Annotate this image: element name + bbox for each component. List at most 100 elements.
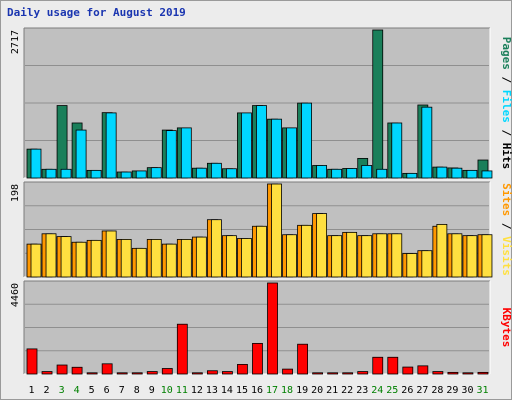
- bar-visits-day-20: [316, 213, 328, 278]
- bar-visits-day-5: [90, 239, 102, 278]
- x-tick-label-day-5: 5: [89, 385, 95, 396]
- bar-kbytes-day-7: [116, 372, 128, 375]
- x-tick-label-day-11: 11: [176, 385, 188, 396]
- bar-files-day-5: [90, 169, 102, 179]
- x-tick-label-day-25: 25: [386, 385, 398, 396]
- bar-kbytes-day-3: [56, 364, 68, 375]
- bar-visits-day-27: [421, 250, 433, 278]
- x-tick-label-day-16: 16: [251, 385, 263, 396]
- bar-kbytes-day-27: [417, 365, 429, 375]
- bar-kbytes-day-22: [342, 372, 354, 375]
- legend-2: Sites / Visits: [500, 183, 512, 276]
- bar-kbytes-day-4: [71, 366, 83, 375]
- bar-visits-day-2: [45, 233, 57, 278]
- x-tick-label-day-7: 7: [119, 385, 125, 396]
- x-tick-label-day-29: 29: [446, 385, 458, 396]
- x-tick-label-day-8: 8: [134, 385, 140, 396]
- bar-files-day-19: [301, 102, 312, 179]
- bar-kbytes-day-9: [146, 371, 158, 375]
- bar-files-day-4: [75, 129, 87, 179]
- bar-files-day-24: [376, 168, 388, 179]
- bar-files-day-14: [226, 168, 237, 179]
- bar-visits-day-15: [241, 238, 252, 278]
- bar-files-day-27: [421, 106, 433, 179]
- bar-files-day-25: [391, 122, 403, 179]
- bar-visits-day-8: [135, 247, 147, 278]
- x-tick-label-day-22: 22: [341, 385, 353, 396]
- bar-kbytes-day-2: [41, 371, 53, 375]
- x-tick-label-day-6: 6: [104, 385, 110, 396]
- bar-kbytes-day-6: [101, 363, 113, 375]
- bar-pages-day-24: [372, 29, 384, 179]
- bar-visits-day-23: [361, 235, 373, 278]
- bar-visits-day-28: [436, 223, 448, 278]
- bar-kbytes-day-19: [297, 343, 308, 375]
- bar-files-day-15: [241, 112, 252, 179]
- legend-files: Files: [500, 90, 512, 123]
- bar-visits-day-6: [105, 230, 117, 278]
- bar-visits-day-11: [180, 239, 192, 278]
- bar-files-day-2: [45, 168, 57, 179]
- bar-files-day-18: [286, 127, 297, 179]
- bar-files-day-11: [180, 127, 192, 179]
- x-tick-label-day-17: 17: [266, 385, 278, 396]
- bar-kbytes-day-12: [191, 372, 203, 375]
- bar-files-day-17: [271, 118, 282, 179]
- bar-visits-day-12: [195, 236, 207, 278]
- bar-kbytes-day-23: [357, 371, 369, 375]
- bar-files-day-30: [466, 169, 478, 179]
- x-tick-label-day-28: 28: [431, 385, 443, 396]
- y-max-label-1: 2717: [10, 30, 21, 54]
- bar-files-day-8: [135, 170, 147, 179]
- bar-kbytes-day-24: [372, 356, 384, 375]
- bar-visits-day-24: [376, 233, 388, 278]
- bar-kbytes-day-20: [312, 372, 324, 375]
- legend-separator: /: [500, 123, 512, 143]
- chart-title: Daily usage for August 2019: [7, 6, 186, 19]
- bar-visits-day-14: [226, 235, 237, 278]
- bar-pages-day-3: [56, 105, 68, 179]
- bar-kbytes-day-26: [402, 366, 414, 375]
- bar-visits-day-9: [150, 239, 162, 278]
- x-tick-label-day-3: 3: [59, 385, 65, 396]
- bar-files-day-29: [451, 167, 463, 179]
- bar-visits-day-16: [256, 225, 267, 278]
- legend-1: Pages / Files / Hits: [500, 37, 512, 170]
- x-tick-label-day-27: 27: [416, 385, 428, 396]
- bar-kbytes-day-16: [252, 342, 263, 375]
- x-tick-label-day-4: 4: [74, 385, 80, 396]
- bar-files-day-28: [436, 166, 448, 179]
- bar-kbytes-day-18: [282, 368, 293, 375]
- y-max-label-2: 198: [10, 184, 21, 202]
- bar-visits-day-1: [30, 243, 42, 278]
- bar-kbytes-day-31: [477, 371, 489, 375]
- x-tick-label-day-31: 31: [476, 385, 488, 396]
- bar-visits-day-30: [466, 235, 478, 278]
- x-tick-label-day-20: 20: [311, 385, 323, 396]
- bar-visits-day-22: [346, 231, 358, 278]
- bar-kbytes-day-10: [161, 368, 173, 375]
- bar-kbytes-day-21: [327, 372, 339, 375]
- bar-visits-day-7: [120, 239, 132, 278]
- bar-kbytes-day-17: [267, 282, 278, 375]
- legend-hits: Hits: [500, 143, 512, 170]
- x-tick-label-day-18: 18: [281, 385, 293, 396]
- bar-files-day-22: [346, 168, 358, 179]
- bar-kbytes-day-15: [237, 364, 248, 375]
- bar-files-day-26: [406, 172, 418, 179]
- x-tick-label-day-19: 19: [296, 385, 308, 396]
- x-tick-label-day-14: 14: [221, 385, 233, 396]
- bar-files-day-1: [30, 148, 42, 179]
- bar-visits-day-19: [301, 224, 312, 278]
- legend-3: KBytes: [500, 308, 512, 348]
- bar-visits-day-18: [286, 234, 297, 278]
- bar-kbytes-day-30: [462, 372, 474, 375]
- legend-separator: /: [500, 216, 512, 236]
- x-tick-label-day-23: 23: [356, 385, 368, 396]
- bar-visits-day-29: [451, 233, 463, 278]
- x-tick-label-day-24: 24: [371, 385, 383, 396]
- legend-visits: Visits: [500, 236, 512, 276]
- legend-kbytes: KBytes: [500, 308, 512, 348]
